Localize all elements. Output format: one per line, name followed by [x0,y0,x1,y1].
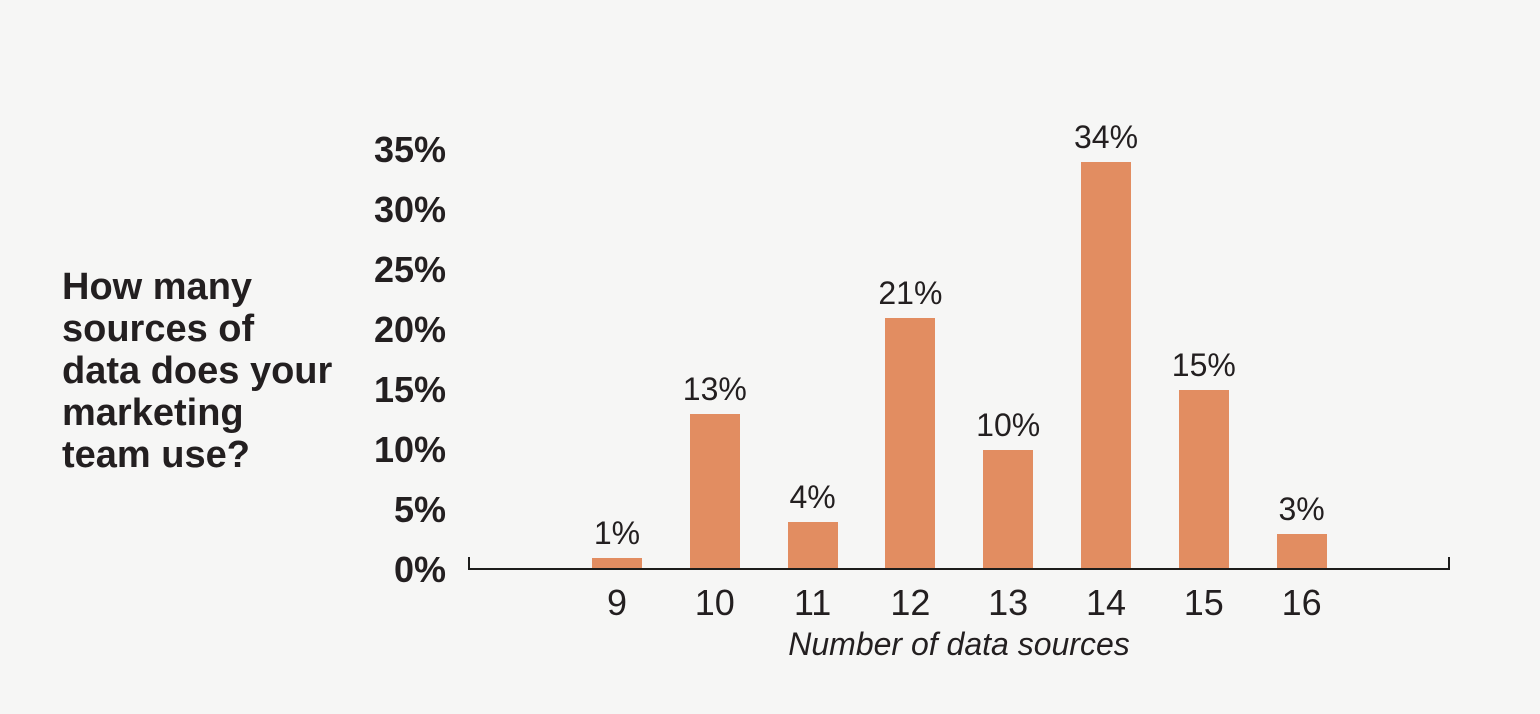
x-tick-label: 10 [694,582,735,623]
chart-title-line: sources of [62,308,255,350]
x-axis-line [468,568,1450,570]
x-axis-left-end-tick [468,557,470,570]
x-tick-label: 16 [1281,582,1322,623]
bar-value-label: 4% [789,479,836,515]
chart-title-line: data does your [62,350,333,392]
x-tick-label: 11 [793,582,832,623]
y-tick-label: 30% [373,189,446,230]
bar-value-label: 3% [1278,491,1325,527]
bar [689,414,740,570]
bar-value-label: 34% [1073,119,1139,155]
y-tick-label: 15% [373,369,446,410]
y-tick-label: 35% [373,129,446,170]
bar [592,558,642,570]
x-tick-label: 13 [988,582,1029,623]
bar-value-label: 15% [1171,347,1236,383]
y-tick-label: 5% [393,489,446,530]
y-tick-label: 10% [373,429,446,470]
chart-title-line: How many [62,266,253,308]
bar [1081,162,1131,570]
x-tick-label: 15 [1183,582,1224,623]
chart-title-line: marketing [62,392,244,434]
bar-value-label: 10% [976,407,1041,443]
x-axis-title: Number of data sources [788,626,1130,662]
x-tick-label: 9 [606,582,628,623]
y-tick-label: 0% [393,549,446,590]
chart-title: How many sources of data does your marketin… [62,266,362,476]
bar [1276,534,1327,570]
bar-value-label: 21% [878,275,943,311]
x-tick-label: 12 [890,582,931,623]
bar [1178,390,1229,570]
chart-title-line: team use? [62,434,250,476]
y-tick-label: 20% [373,309,446,350]
x-axis-right-end-tick [1448,557,1450,570]
bar [885,318,936,570]
bar [787,522,838,570]
bar-value-label: 13% [682,371,747,407]
bar-value-label: 1% [593,515,641,551]
y-tick-label: 25% [373,249,446,290]
x-tick-label: 14 [1085,582,1127,623]
bar [983,450,1034,570]
